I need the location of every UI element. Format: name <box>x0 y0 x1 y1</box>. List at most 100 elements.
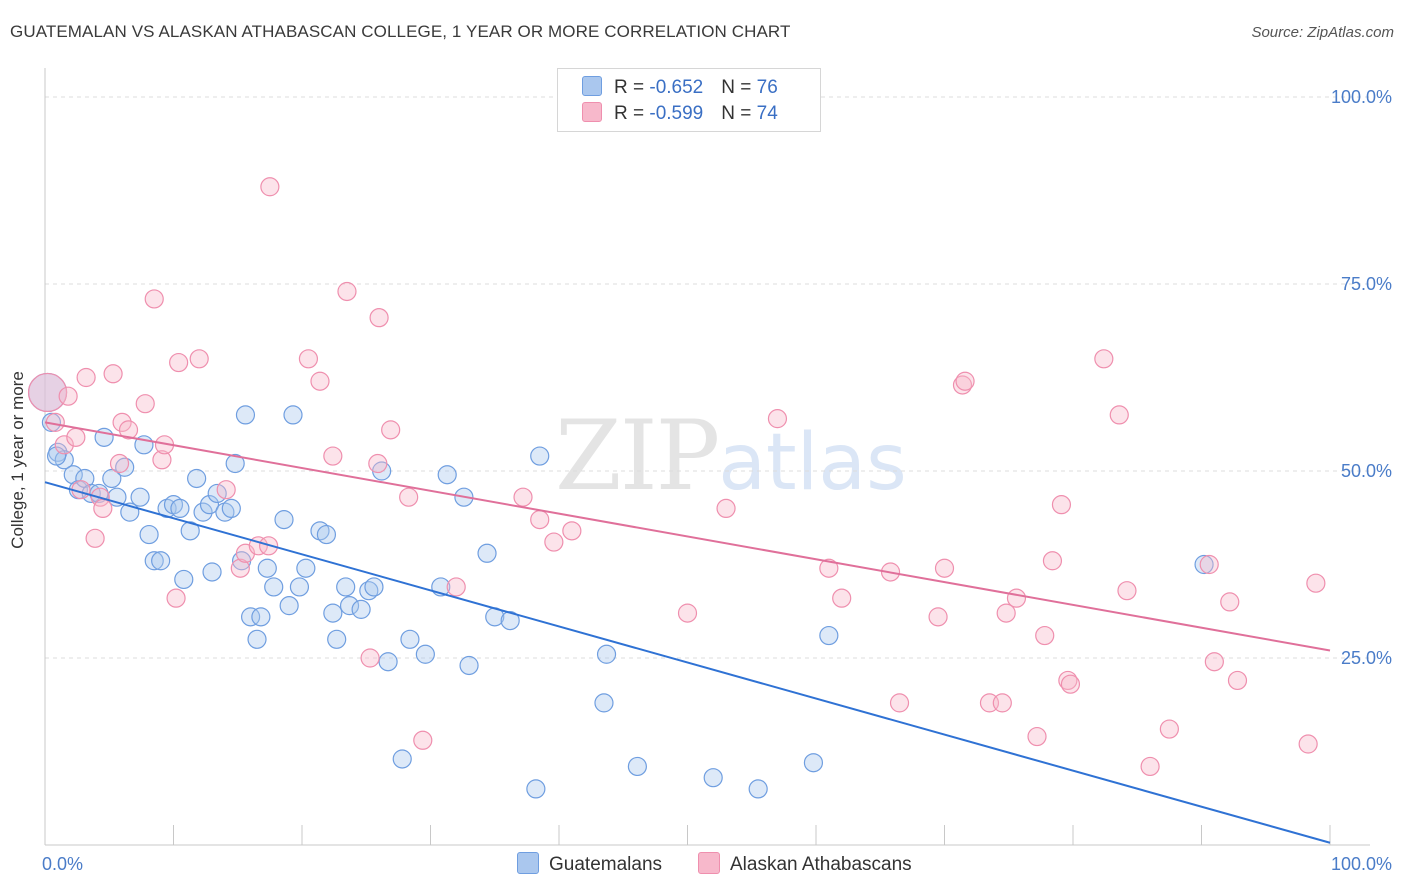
data-point <box>180 521 200 541</box>
data-point <box>1204 652 1224 672</box>
data-point <box>193 502 213 522</box>
data-point <box>247 629 267 649</box>
data-point <box>1159 719 1179 739</box>
data-point <box>1035 625 1055 646</box>
legend-swatch-alaskan-athabascans <box>582 102 602 122</box>
data-point <box>235 405 256 425</box>
data-point <box>562 521 582 541</box>
data-point <box>170 498 190 518</box>
grid-lines <box>45 96 1370 659</box>
watermark: ZIPatlas <box>555 400 907 512</box>
data-point <box>716 498 736 518</box>
data-point <box>500 610 520 631</box>
data-point <box>369 308 389 328</box>
data-point <box>544 532 564 552</box>
data-point <box>1194 554 1214 575</box>
trend-line <box>44 481 1331 844</box>
data-point <box>316 524 337 545</box>
data-point <box>381 420 401 440</box>
data-point <box>225 453 245 474</box>
data-point <box>437 465 457 485</box>
data-point <box>399 487 419 507</box>
data-point <box>832 588 852 608</box>
data-point <box>627 756 647 777</box>
data-point <box>260 177 280 197</box>
data-point <box>530 446 550 466</box>
data-point <box>703 768 723 788</box>
data-point <box>189 349 209 369</box>
data-point <box>928 607 948 627</box>
trend-lines <box>44 421 1331 844</box>
data-point <box>955 371 975 391</box>
data-point <box>337 281 357 302</box>
data-point <box>677 603 698 623</box>
data-point <box>216 480 236 500</box>
y-tick-label: 100.0% <box>1331 87 1392 107</box>
data-point <box>596 644 617 664</box>
data-point <box>1042 551 1063 571</box>
data-point <box>279 596 299 616</box>
chart-title: GUATEMALAN VS ALASKAN ATHABASCAN COLLEGE… <box>10 22 791 41</box>
data-point <box>413 730 433 750</box>
y-tick-label: 25.0% <box>1341 648 1392 668</box>
data-point <box>58 386 78 406</box>
data-point <box>992 693 1012 713</box>
data-point <box>230 558 250 578</box>
data-point <box>109 453 130 474</box>
correlation-legend: R = -0.652 N = 76 R = -0.599 N = 74 <box>557 68 821 132</box>
data-point <box>339 596 360 616</box>
data-point <box>996 603 1016 623</box>
data-point <box>415 644 435 664</box>
data-point <box>530 510 550 530</box>
data-point <box>327 629 347 649</box>
data-point <box>76 367 96 388</box>
data-point <box>102 468 122 489</box>
data-point <box>289 577 310 597</box>
legend-row-alaskan-athabascans: R = -0.599 N = 74 <box>582 102 778 126</box>
bottom-legend-swatch-alaskan-athabascans <box>698 852 720 874</box>
data-point <box>298 349 319 369</box>
data-point <box>378 652 398 672</box>
data-point <box>135 394 155 414</box>
data-point <box>889 693 910 713</box>
legend-r-value: -0.599 <box>649 103 704 124</box>
data-point <box>323 603 343 623</box>
data-point <box>459 655 479 676</box>
data-point <box>152 450 172 470</box>
data-point <box>368 453 388 474</box>
trend-line <box>44 421 1331 652</box>
data-point <box>748 779 768 799</box>
watermark-zip: ZIP <box>555 400 720 512</box>
data-point <box>364 577 384 597</box>
data-point <box>46 446 67 466</box>
data-point <box>400 629 420 649</box>
y-axis-label: College, 1 year or more <box>8 371 27 549</box>
data-point <box>169 352 189 373</box>
bottom-legend-label: Alaskan Athabascans <box>730 854 912 875</box>
chart-source: Source: ZipAtlas.com <box>1251 24 1394 41</box>
bottom-legend-swatch-guatemalans <box>517 852 539 874</box>
data-point <box>274 510 294 530</box>
data-point <box>392 749 412 769</box>
data-point <box>1220 592 1240 612</box>
legend-r-label: R = <box>614 77 650 98</box>
x-tick-label: 0.0% <box>42 854 83 874</box>
data-point <box>144 289 164 309</box>
bottom-legend-guatemalans: Guatemalans <box>517 852 662 876</box>
data-point <box>1060 674 1081 694</box>
data-point <box>66 427 86 447</box>
data-point <box>63 465 83 485</box>
legend-r-value: -0.652 <box>649 77 704 98</box>
data-point <box>85 528 105 548</box>
legend-swatch-guatemalans <box>582 76 602 96</box>
data-point <box>1027 726 1047 747</box>
data-point <box>93 498 113 518</box>
data-point <box>1199 554 1219 575</box>
data-point <box>283 405 303 425</box>
y-tick-label: 75.0% <box>1341 274 1392 294</box>
data-point <box>264 577 284 597</box>
data-point <box>323 446 343 466</box>
watermark-atlas: atlas <box>718 418 907 508</box>
y-tick-label: 50.0% <box>1341 461 1392 481</box>
